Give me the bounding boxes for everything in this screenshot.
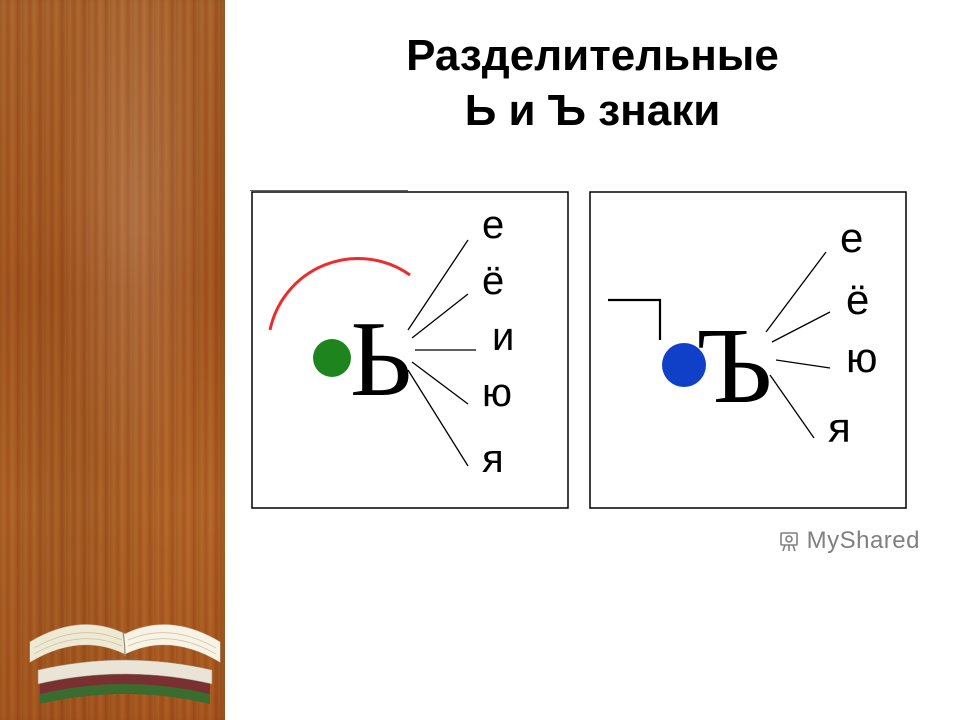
diagram-panels: Ь еёиюя Ъ еёюя (250, 190, 908, 510)
vowel-label: ю (482, 371, 512, 415)
vowel-label: е (840, 214, 863, 261)
soft-sign-panel: Ь еёиюя (250, 190, 570, 510)
hard-sign-panel: Ъ еёюя (588, 190, 908, 510)
title-line-1: Разделительные (225, 28, 960, 83)
hard-sign-letter: Ъ (696, 307, 772, 426)
vowel-label: ё (846, 276, 869, 323)
slide: Разделительные Ь и Ъ знаки Ь еёиюя (0, 0, 960, 720)
watermark-text: MyShared (807, 527, 920, 555)
vowel-label: ё (482, 259, 504, 303)
projector-icon (777, 529, 801, 553)
vowel-label: я (828, 404, 851, 451)
book-stack-icon (10, 572, 240, 712)
vowel-label: и (492, 315, 514, 359)
soft-sign-letter: Ь (350, 300, 412, 419)
vowel-label: ю (846, 334, 878, 381)
vowel-label: е (482, 203, 504, 247)
slide-title: Разделительные Ь и Ъ знаки (225, 28, 960, 138)
vowel-label: я (482, 437, 504, 481)
soft-sign-svg: Ь еёиюя (250, 190, 570, 510)
hard-sign-svg: Ъ еёюя (588, 190, 908, 510)
title-line-2: Ь и Ъ знаки (225, 83, 960, 138)
root-dot (313, 339, 351, 377)
watermark: MyShared (777, 527, 920, 555)
